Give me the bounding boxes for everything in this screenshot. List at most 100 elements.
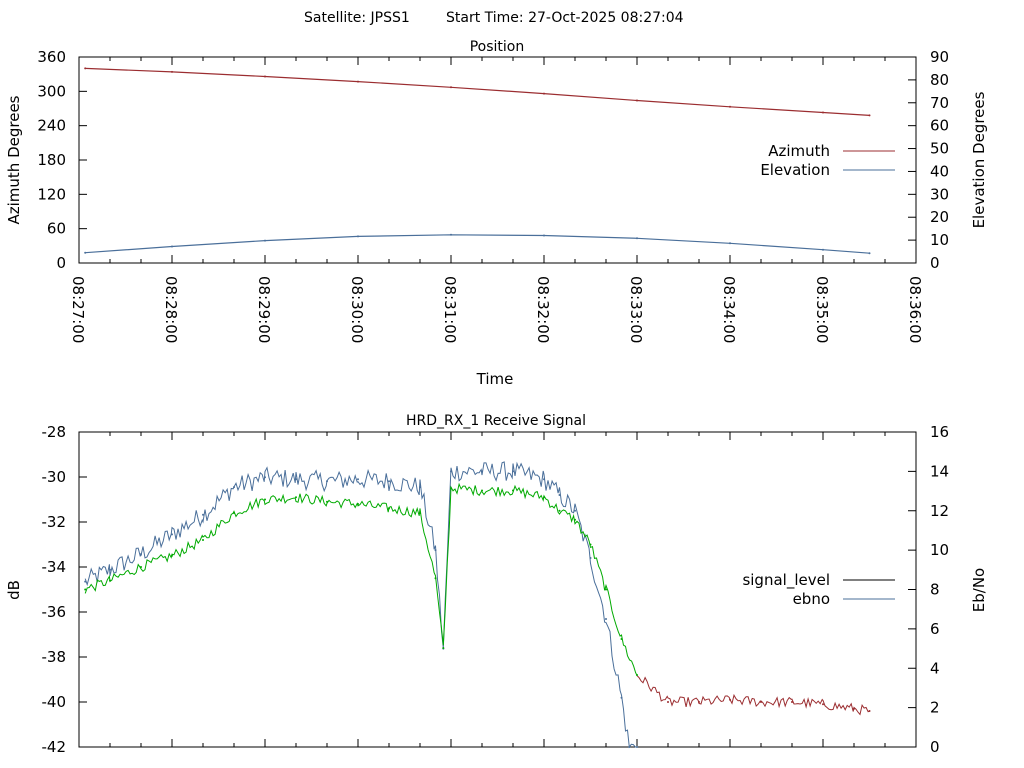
signal-y2tick-label: 6 <box>930 620 940 638</box>
position-y2tick-label: 70 <box>930 94 949 112</box>
position-y2tick-label: 40 <box>930 162 949 180</box>
point-ebno-6 <box>264 476 266 479</box>
point-signal-level-12 <box>434 577 437 580</box>
point-signal-level-5 <box>233 512 235 514</box>
point-signal-level-17 <box>543 496 545 499</box>
signal-axes: -42 -40 -38 -36 -34 -32 -30 -28 0 2 4 6 8 10 12 14 16 <box>42 423 950 756</box>
point-signal-level-24 <box>667 701 669 703</box>
point-ebno-4 <box>202 513 204 516</box>
position-chart: Position 0 60 120 180 240 300 360 0 10 20 30 40 50 60… <box>5 39 988 388</box>
point-Azimuth-0 <box>84 67 87 70</box>
position-xtick-label: 08:36:00 <box>906 276 924 343</box>
point-ebno-22 <box>620 696 623 699</box>
signal-y2label: Eb/No <box>970 568 988 612</box>
position-ytick-label: 180 <box>37 151 66 169</box>
position-ytick-label: 300 <box>37 82 66 100</box>
signal-plot-frame <box>78 431 917 748</box>
signal-y2tick-label: 0 <box>930 738 940 756</box>
point-signal-level-28 <box>791 701 793 703</box>
point-signal-level-29 <box>822 703 824 706</box>
position-legend: Azimuth Elevation <box>760 142 895 179</box>
signal-ytick-label: -42 <box>42 738 67 756</box>
point-ebno-1 <box>109 568 111 571</box>
point-Elevation-8 <box>822 248 824 251</box>
signal-y2tick-label: 2 <box>930 699 940 717</box>
position-y2tick-label: 50 <box>930 140 949 158</box>
header-start-time: Start Time: 27-Oct-2025 08:27:04 <box>446 10 684 26</box>
legend-label-ebno: ebno <box>793 590 830 608</box>
series-line-Elevation <box>85 234 870 254</box>
signal-ytick-label: -34 <box>42 558 67 576</box>
position-y2tick-label: 80 <box>930 71 949 89</box>
point-Elevation-3 <box>357 235 359 238</box>
position-ylabel: Azimuth Degrees <box>5 95 23 224</box>
point-ebno-7 <box>295 478 297 481</box>
position-xtick-label: 08:35:00 <box>813 276 831 343</box>
signal-chart: HRD_RX_1 Receive Signal -42-40-38-36-34-… <box>5 413 988 756</box>
signal-ytick-label: -40 <box>42 693 67 711</box>
position-y2tick-label: 10 <box>930 231 949 249</box>
series-line-Azimuth <box>85 67 870 116</box>
point-signal-level-21 <box>605 588 607 591</box>
signal-ytick-label: -30 <box>42 468 67 486</box>
point-Elevation-4 <box>450 233 452 236</box>
point-ebno-9 <box>357 478 359 481</box>
position-y2tick-label: 60 <box>930 117 949 135</box>
point-signal-level-7 <box>295 496 297 499</box>
point-signal-level-2 <box>140 566 142 568</box>
position-xtick-label: 08:32:00 <box>534 276 552 343</box>
position-xtick-label: 08:29:00 <box>255 276 273 343</box>
point-ebno-16 <box>512 470 514 473</box>
point-Azimuth-8 <box>822 111 824 114</box>
point-ebno-19 <box>574 509 576 512</box>
point-ebno-17 <box>543 478 545 481</box>
header-satellite: Satellite: JPSS1 <box>304 10 410 26</box>
point-ebno-12 <box>434 549 437 552</box>
point-signal-level-14 <box>450 487 452 490</box>
point-signal-level-18 <box>558 509 561 512</box>
point-ebno-10 <box>388 480 390 483</box>
position-xlabel: Time <box>476 370 514 388</box>
legend-label-signal-level: signal_level <box>742 571 830 590</box>
legend-label-elevation: Elevation <box>760 161 830 179</box>
position-chart-title: Position <box>470 39 525 55</box>
point-ebno-23 <box>628 746 631 748</box>
position-y2tick-label: 30 <box>930 185 949 203</box>
position-ytick-label: 360 <box>37 48 66 66</box>
position-xtick-label: 08:34:00 <box>720 276 738 343</box>
position-axes: 0 60 120 180 240 300 360 0 10 20 30 40 50 60 70 80 90 08:… <box>37 48 949 343</box>
point-Azimuth-9 <box>868 114 871 117</box>
signal-y2tick-label: 16 <box>930 423 949 441</box>
point-signal-level-25 <box>698 701 700 703</box>
point-signal-level-31 <box>868 710 871 712</box>
point-ebno-0 <box>84 580 87 583</box>
point-ebno-14 <box>450 470 452 473</box>
signal-ytick-label: -32 <box>42 513 67 531</box>
signal-series <box>84 461 871 749</box>
position-xtick-label: 08:27:00 <box>69 276 87 343</box>
signal-ytick-label: -38 <box>42 648 67 666</box>
point-signal-level-3 <box>171 554 173 557</box>
signal-ylabel: dB <box>5 580 23 600</box>
point-ebno-11 <box>419 486 421 489</box>
signal-y2tick-label: 14 <box>930 462 949 480</box>
position-ytick-label: 120 <box>37 185 66 203</box>
point-Elevation-0 <box>84 251 87 254</box>
point-ebno-24 <box>636 746 638 748</box>
point-Azimuth-7 <box>729 105 731 108</box>
point-Azimuth-6 <box>636 99 638 102</box>
signal-ytick-label: -28 <box>42 423 67 441</box>
position-ytick-label: 240 <box>37 117 66 135</box>
position-xtick-label: 08:31:00 <box>441 276 459 343</box>
point-ebno-21 <box>605 618 607 620</box>
point-signal-level-8 <box>326 500 328 503</box>
position-y2label: Elevation Degrees <box>970 91 988 228</box>
point-signal-level-6 <box>264 498 266 501</box>
point-signal-level-13 <box>442 647 445 649</box>
point-signal-level-20 <box>589 543 592 546</box>
point-ebno-18 <box>558 494 561 496</box>
signal-y2tick-label: 10 <box>930 541 949 559</box>
point-signal-level-0 <box>84 588 87 591</box>
signal-ytick-label: -36 <box>42 603 67 621</box>
